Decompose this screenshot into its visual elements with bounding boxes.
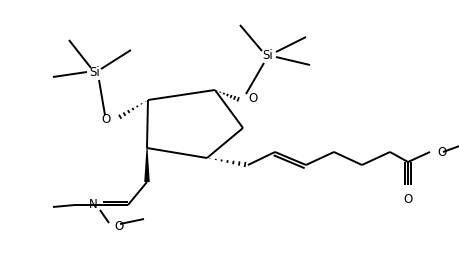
Text: O: O (403, 193, 412, 206)
Text: O: O (436, 146, 445, 158)
Text: O: O (247, 91, 257, 105)
Text: O: O (114, 221, 123, 233)
Text: N: N (89, 199, 98, 211)
Text: Si: Si (90, 65, 100, 79)
Text: Si: Si (262, 49, 273, 61)
Polygon shape (144, 148, 150, 182)
Text: O: O (101, 113, 111, 125)
